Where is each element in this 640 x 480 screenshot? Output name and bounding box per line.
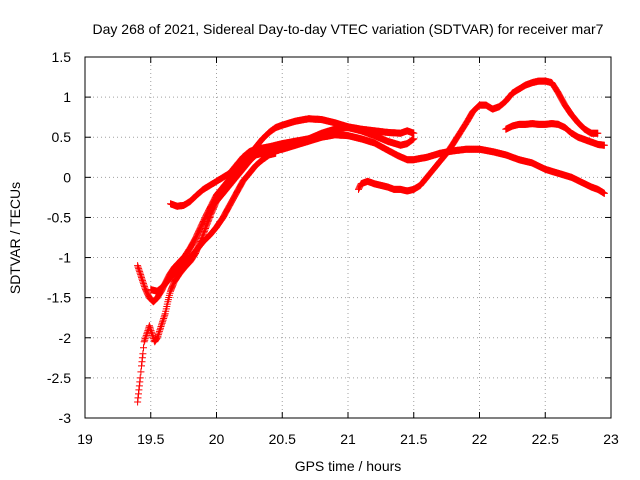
x-tick-label: 19.5	[137, 431, 164, 447]
x-tick-label: 19	[77, 431, 93, 447]
data-layer	[134, 77, 608, 406]
x-tick-label: 22.5	[532, 431, 559, 447]
y-tick-label: -2	[59, 330, 72, 346]
series-track-3	[167, 124, 418, 210]
y-tick-label: -1	[59, 250, 72, 266]
data-point	[410, 135, 418, 143]
data-point	[145, 322, 153, 330]
series-track-2	[134, 115, 418, 306]
x-tick-label: 20.5	[269, 431, 296, 447]
y-axis-label: SDTVAR / TECUs	[7, 182, 23, 294]
x-tick-label: 23	[603, 431, 619, 447]
data-point	[141, 335, 149, 343]
data-point	[140, 344, 147, 352]
y-tick-label: 1.5	[52, 49, 72, 65]
data-point	[600, 141, 608, 149]
y-tick-label: -2.5	[47, 370, 71, 386]
x-tick-label: 21.5	[400, 431, 427, 447]
y-tick-label: 0	[63, 169, 71, 185]
data-point	[136, 374, 144, 382]
y-tick-label: -0.5	[47, 209, 71, 225]
x-axis-label: GPS time / hours	[295, 458, 402, 474]
x-tick-label: 20	[209, 431, 225, 447]
series-track-6	[502, 120, 608, 149]
y-tick-label: -1.5	[47, 290, 71, 306]
series-track-4	[147, 149, 280, 295]
grid	[85, 57, 611, 418]
series-track-1	[134, 131, 608, 406]
x-tick-label: 21	[340, 431, 356, 447]
data-point	[600, 189, 608, 197]
y-tick-label: -3	[59, 410, 72, 426]
data-point	[148, 328, 155, 336]
data-point	[594, 129, 602, 137]
y-tick-label: 0.5	[52, 129, 72, 145]
data-point	[158, 321, 165, 329]
chart-title: Day 268 of 2021, Sidereal Day-to-day VTE…	[93, 21, 604, 37]
series-track-5	[355, 77, 602, 195]
data-point	[153, 334, 161, 342]
y-tick-label: 1	[63, 89, 71, 105]
x-tick-label: 22	[472, 431, 488, 447]
data-point	[160, 315, 168, 322]
data-point	[155, 327, 163, 335]
axes: 19 19.5 20 20.5 21 21.5 22 22.5 23 -3 -2.5 -2 -1.5 -1…	[47, 49, 619, 447]
data-point	[139, 350, 147, 358]
data-point	[272, 149, 280, 157]
data-point	[137, 368, 145, 376]
